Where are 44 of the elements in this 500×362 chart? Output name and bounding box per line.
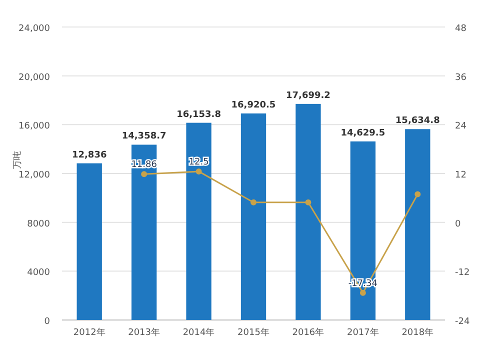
data-label: 12.5 xyxy=(188,157,209,168)
point xyxy=(414,191,421,198)
y-tick-label: 20,000 xyxy=(18,72,50,83)
y2-tick-label: 0 xyxy=(455,219,461,230)
bar xyxy=(76,163,102,320)
bar xyxy=(186,122,212,320)
bar xyxy=(240,113,266,320)
data-label: 11.86 xyxy=(131,160,158,170)
y2-tick-label: 36 xyxy=(455,72,467,83)
data-label: 15,634.8 xyxy=(395,116,440,126)
data-label: 14,629.5 xyxy=(340,128,386,138)
y-tick-label: 0 xyxy=(44,317,50,327)
bar xyxy=(350,141,376,320)
data-label: 17,699.2 xyxy=(286,90,330,101)
point xyxy=(196,168,202,174)
data-label: 12,836 xyxy=(72,150,107,160)
data-label: 16,153.8 xyxy=(176,110,221,120)
y2-tick-label: 48 xyxy=(455,24,467,34)
x-tick-label: 2013年 xyxy=(128,327,160,338)
point xyxy=(250,199,256,206)
data-label: 14,358.7 xyxy=(122,132,166,142)
bar xyxy=(405,129,430,320)
y-axis-title: 万吨 xyxy=(12,151,23,169)
x-tick-label: 2015年 xyxy=(238,327,270,338)
y-tick-label: 4000 xyxy=(27,268,50,278)
x-tick-label: 2016年 xyxy=(292,327,324,338)
x-tick-label: 2018年 xyxy=(402,327,434,338)
y-tick-label: 8000 xyxy=(27,219,50,230)
x-tick-label: 2017年 xyxy=(346,327,379,338)
y2-tick-label: 24 xyxy=(455,122,467,132)
y-tick-label: 12,000 xyxy=(18,170,50,180)
bar xyxy=(131,144,157,320)
y-tick-label: 16,000 xyxy=(18,122,50,132)
y-tick-label: 24,000 xyxy=(18,24,50,34)
point xyxy=(305,199,312,206)
data-label: 16,920.5 xyxy=(231,100,276,110)
point xyxy=(141,171,148,178)
y2-tick-label: 12 xyxy=(455,170,466,180)
bar xyxy=(296,104,321,320)
x-tick-label: 2012年 xyxy=(73,327,106,338)
y2-tick-label: -24 xyxy=(455,317,470,327)
point xyxy=(360,290,366,296)
x-tick-label: 2014年 xyxy=(182,327,215,338)
y2-tick-label: -12 xyxy=(455,268,470,278)
